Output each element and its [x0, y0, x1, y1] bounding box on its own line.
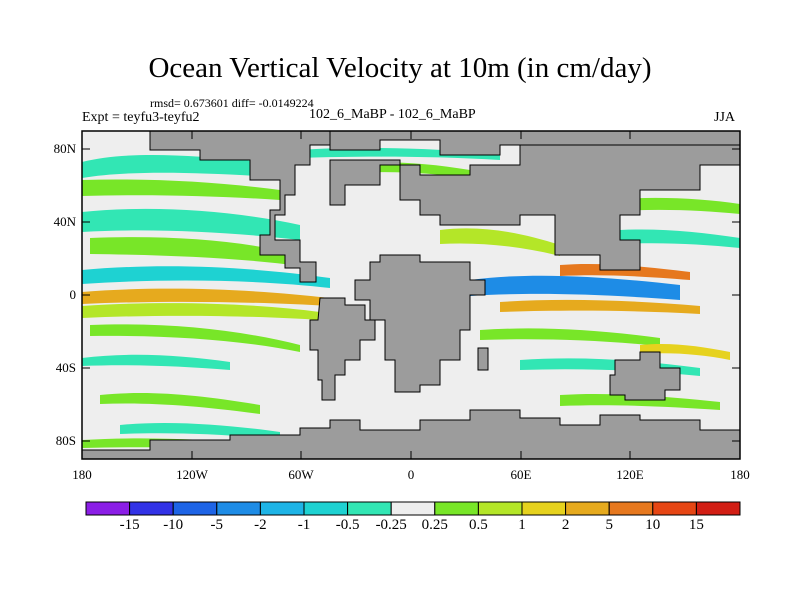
colorbar-label: 2 [561, 517, 570, 533]
y-tick-label: 40S [55, 360, 76, 375]
colorbar-swatch [85, 501, 131, 516]
colorbar-label: -2 [254, 517, 267, 533]
y-tick-label: 80S [55, 433, 76, 448]
x-tick-label: 0 [407, 467, 415, 482]
land-masses [82, 131, 740, 459]
y-tick-label: 40N [53, 214, 76, 229]
rmsd-diff-stats: rmsd= 0.673601 diff= -0.0149224 [150, 96, 314, 110]
colorbar-label: 1 [518, 517, 526, 533]
colorbar-swatch [259, 501, 305, 516]
season-label: JJA [714, 110, 736, 125]
colorbar [85, 501, 741, 516]
y-tick-label: 0 [69, 287, 77, 302]
colorbar-swatch [129, 501, 174, 516]
colorbar-label: 15 [688, 517, 704, 533]
colorbar-label: 10 [645, 517, 661, 533]
colorbar-swatch [216, 501, 261, 516]
case-label: 102_6_MaBP - 102_6_MaBP [309, 107, 476, 122]
colorbar-swatch [608, 501, 654, 516]
x-tick-label: 120W [176, 467, 208, 482]
colorbar-swatch [477, 501, 523, 516]
colorbar-swatch [347, 501, 392, 516]
colorbar-swatch [303, 501, 349, 516]
colorbar-label: 5 [605, 517, 613, 533]
colorbar-label: 0.25 [421, 517, 448, 533]
colorbar-label: -10 [163, 517, 184, 533]
colorbar-swatch [521, 501, 567, 516]
x-tick-label: 180 [72, 467, 92, 482]
colorbar-swatch [652, 501, 697, 516]
colorbar-swatch [434, 501, 479, 516]
colorbar-label: -5 [210, 517, 224, 533]
colorbar-swatch [565, 501, 610, 516]
colorbar-swatch [172, 501, 218, 516]
colorbar-label: -0.25 [375, 517, 407, 533]
colorbar-swatch [695, 501, 741, 516]
figure-title: Ocean Vertical Velocity at 10m (in cm/da… [148, 52, 652, 84]
x-tick-label: 120E [616, 467, 644, 482]
x-tick-label: 60W [288, 467, 314, 482]
colorbar-label: -15 [119, 517, 140, 533]
x-tick-label: 60E [510, 467, 532, 482]
colorbar-label: -0.5 [335, 517, 360, 533]
colorbar-swatch [390, 501, 436, 516]
x-tick-label: 180 [730, 467, 750, 482]
x-axis-ticks [81, 131, 631, 459]
colorbar-label: 0.5 [469, 517, 488, 533]
y-axis-ticks [82, 148, 740, 442]
y-tick-label: 80N [53, 141, 76, 156]
experiment-label: Expt = teyfu3-teyfu2 [82, 110, 200, 125]
colorbar-label: -1 [297, 517, 311, 533]
